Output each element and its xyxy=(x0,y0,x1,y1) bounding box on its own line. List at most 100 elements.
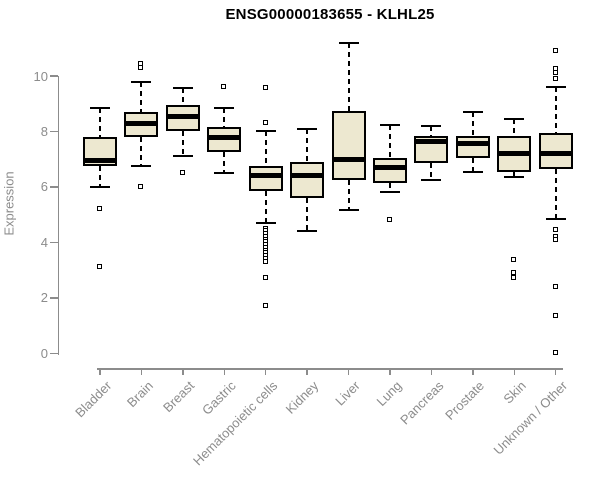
outlier-point xyxy=(262,303,268,309)
whisker-lower-line xyxy=(140,137,143,167)
whisker-upper-line xyxy=(389,124,391,158)
whisker-cap-low xyxy=(338,209,359,212)
whisker-lower-line xyxy=(99,166,101,187)
x-axis-tick xyxy=(306,368,308,375)
y-tick-label: 0 xyxy=(40,345,48,361)
whisker-cap-high xyxy=(462,111,483,114)
x-tick-label-bladder: Bladder xyxy=(72,378,115,421)
whisker-upper-line xyxy=(140,81,143,113)
outlier-point xyxy=(97,264,102,270)
x-tick-label-unknown-other: Unknown / Other xyxy=(490,378,571,458)
y-tick-label: 8 xyxy=(40,123,48,139)
y-axis-tick xyxy=(50,297,58,299)
whisker-upper-line xyxy=(181,88,184,106)
whisker-cap-low xyxy=(214,172,235,175)
whisker-cap-high xyxy=(421,124,442,127)
outlier-point xyxy=(138,64,144,70)
x-tick-label-liver: Liver xyxy=(332,378,364,409)
outlier-point xyxy=(262,275,268,281)
median-line xyxy=(455,141,490,147)
whisker-upper-line xyxy=(554,87,557,133)
whisker-lower-line xyxy=(306,198,309,232)
x-axis-tick xyxy=(389,368,391,375)
outlier-point xyxy=(552,236,558,242)
box-gastric xyxy=(207,127,242,153)
whisker-cap-high xyxy=(297,127,318,130)
whisker-cap-low xyxy=(380,191,400,194)
whisker-lower-line xyxy=(430,163,433,180)
x-axis-tick xyxy=(347,368,350,375)
whisker-cap-low xyxy=(255,221,276,224)
median-line xyxy=(331,156,366,162)
x-axis-line xyxy=(97,368,563,370)
whisker-lower-line xyxy=(181,131,184,157)
box-lung xyxy=(373,157,407,183)
median-line xyxy=(165,113,200,119)
outlier-point xyxy=(511,275,517,281)
whisker-cap-low xyxy=(297,230,318,233)
whisker-upper-line xyxy=(99,107,101,137)
box-hematopoietic-cells xyxy=(248,166,283,192)
whisker-cap-high xyxy=(545,86,566,89)
whisker-cap-high xyxy=(504,117,525,120)
y-tick-label: 4 xyxy=(40,234,48,250)
whisker-cap-high xyxy=(214,106,235,109)
whisker-lower-line xyxy=(554,168,557,219)
x-axis-tick xyxy=(182,368,184,375)
outlier-point xyxy=(262,85,268,91)
x-axis-tick xyxy=(472,368,474,375)
outlier-point xyxy=(387,217,392,223)
outlier-point xyxy=(221,84,227,90)
outlier-point xyxy=(552,70,558,76)
whisker-cap-high xyxy=(255,130,276,133)
whisker-lower-line xyxy=(223,152,226,174)
whisker-upper-line xyxy=(347,42,350,111)
median-line xyxy=(83,158,117,164)
median-line xyxy=(207,134,242,140)
outlier-point xyxy=(511,269,517,275)
y-axis-tick xyxy=(50,75,58,77)
whisker-lower-line xyxy=(471,157,474,172)
x-tick-label-kidney: Kidney xyxy=(283,378,322,417)
whisker-cap-low xyxy=(545,217,566,220)
y-axis-tick xyxy=(50,130,58,133)
median-line xyxy=(124,120,159,126)
x-axis-tick xyxy=(140,368,143,375)
box-unknown-other xyxy=(538,132,573,169)
whisker-cap-high xyxy=(172,87,193,90)
x-axis-tick xyxy=(430,368,433,375)
box-kidney xyxy=(290,161,325,198)
whisker-upper-line xyxy=(306,128,309,162)
outlier-point xyxy=(552,312,558,318)
whisker-upper-line xyxy=(223,107,226,128)
median-line xyxy=(290,173,325,179)
whisker-upper-line xyxy=(471,112,474,136)
outlier-point xyxy=(179,170,185,176)
whisker-lower-line xyxy=(264,191,267,223)
outlier-point xyxy=(552,48,558,54)
whisker-cap-high xyxy=(338,41,359,44)
median-line xyxy=(497,151,532,157)
x-tick-label-gastric: Gastric xyxy=(199,378,239,418)
outlier-point xyxy=(262,120,268,126)
whisker-cap-high xyxy=(380,123,400,126)
whisker-lower-line xyxy=(347,179,350,211)
y-axis-tick xyxy=(50,241,58,244)
outlier-point xyxy=(552,350,558,356)
x-axis-tick xyxy=(513,368,516,375)
x-axis-tick xyxy=(554,368,557,375)
median-line xyxy=(373,165,407,170)
box-prostate xyxy=(455,135,490,158)
y-axis-tick xyxy=(50,186,58,188)
y-axis-line xyxy=(57,76,59,355)
y-tick-label: 6 xyxy=(40,179,48,195)
median-line xyxy=(248,173,283,179)
whisker-cap-low xyxy=(131,165,152,168)
x-tick-label-breast: Breast xyxy=(160,378,198,416)
whisker-cap-low xyxy=(462,170,483,173)
x-axis-tick xyxy=(264,368,267,375)
x-axis-tick xyxy=(99,368,101,375)
outlier-point xyxy=(552,226,558,232)
